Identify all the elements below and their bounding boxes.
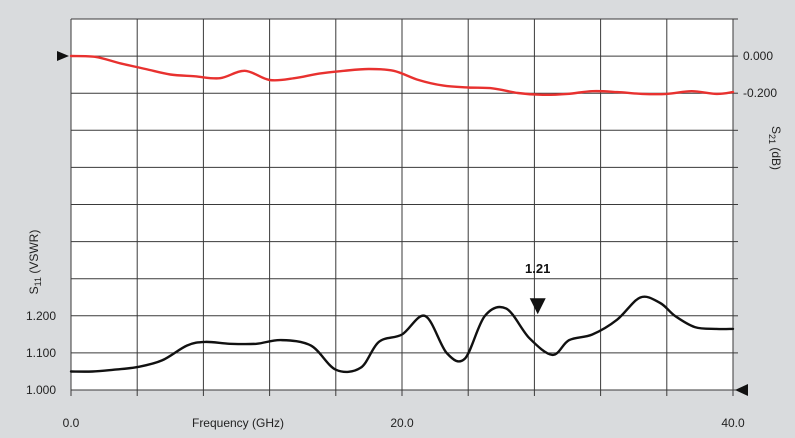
peak-marker-label: 1.21 <box>525 261 550 276</box>
left-tick-label: 1.000 <box>26 383 56 397</box>
s21-line <box>69 54 735 97</box>
left-axis-title: S11 (VSWR) <box>27 230 43 295</box>
right-axis-title: S21 (dB) <box>767 126 783 170</box>
s11-reference-marker <box>735 384 748 396</box>
right-tick-label: -0.200 <box>743 86 777 100</box>
s21-reference-marker <box>57 51 69 61</box>
s11-line <box>69 295 735 374</box>
left-tick-label: 1.200 <box>26 309 56 323</box>
axis-ticks <box>70 18 738 396</box>
right-tick-label: 0.000 <box>743 49 773 63</box>
left-tick-label: 1.100 <box>26 346 56 360</box>
x-axis-title: Frequency (GHz) <box>192 416 284 430</box>
peak-marker-arrow <box>529 298 546 315</box>
tick-labels: 0.0 20.0 40.0 1.000 1.100 1.200 0.000 -0.200 <box>26 49 777 430</box>
peak-marker: 1.21 <box>525 261 550 315</box>
series-layer <box>69 54 735 374</box>
x-tick-label: 0.0 <box>63 416 80 430</box>
x-tick-label: 20.0 <box>390 416 414 430</box>
x-tick-label: 40.0 <box>721 416 745 430</box>
